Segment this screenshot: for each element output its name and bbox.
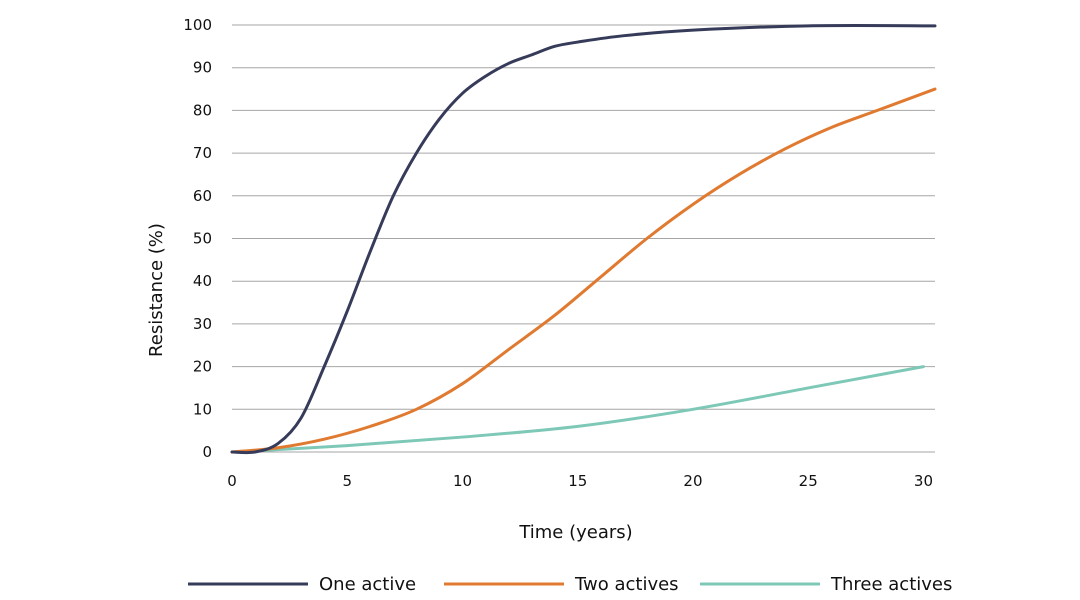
grid-lines bbox=[232, 24, 935, 453]
y-axis-title: Resistance (%) bbox=[146, 223, 167, 357]
x-tick-label-5: 5 bbox=[342, 472, 352, 490]
legend: One active Two actives Three actives bbox=[188, 574, 952, 595]
y-tick-label-40: 40 bbox=[193, 272, 212, 290]
series-line-three-actives bbox=[230, 365, 925, 454]
y-tick-label-30: 30 bbox=[193, 315, 212, 333]
series-lines bbox=[230, 24, 937, 455]
x-axis-ticks: 0 5 10 15 20 25 30 bbox=[227, 472, 933, 490]
y-tick-label-10: 10 bbox=[193, 400, 212, 418]
x-tick-label-15: 15 bbox=[568, 472, 587, 490]
x-tick-label-0: 0 bbox=[227, 472, 237, 490]
x-tick-label-20: 20 bbox=[683, 472, 702, 490]
x-tick-label-30: 30 bbox=[914, 472, 933, 490]
series-line-two-actives bbox=[230, 87, 937, 454]
x-tick-label-25: 25 bbox=[799, 472, 818, 490]
x-axis-title: Time (years) bbox=[518, 522, 632, 543]
y-axis-ticks: 0 10 20 30 40 50 60 70 80 90 100 bbox=[183, 16, 212, 461]
y-tick-label-0: 0 bbox=[202, 443, 212, 461]
y-tick-label-90: 90 bbox=[193, 59, 212, 77]
y-tick-label-80: 80 bbox=[193, 101, 212, 119]
series-line-one-active bbox=[230, 24, 937, 455]
y-tick-label-50: 50 bbox=[193, 230, 212, 248]
y-tick-label-70: 70 bbox=[193, 144, 212, 162]
legend-label-three-actives: Three actives bbox=[830, 574, 952, 595]
x-tick-label-10: 10 bbox=[453, 472, 472, 490]
y-tick-label-100: 100 bbox=[183, 16, 212, 34]
y-tick-label-20: 20 bbox=[193, 358, 212, 376]
y-tick-label-60: 60 bbox=[193, 187, 212, 205]
legend-label-two-actives: Two actives bbox=[574, 574, 679, 595]
legend-label-one-active: One active bbox=[319, 574, 416, 595]
